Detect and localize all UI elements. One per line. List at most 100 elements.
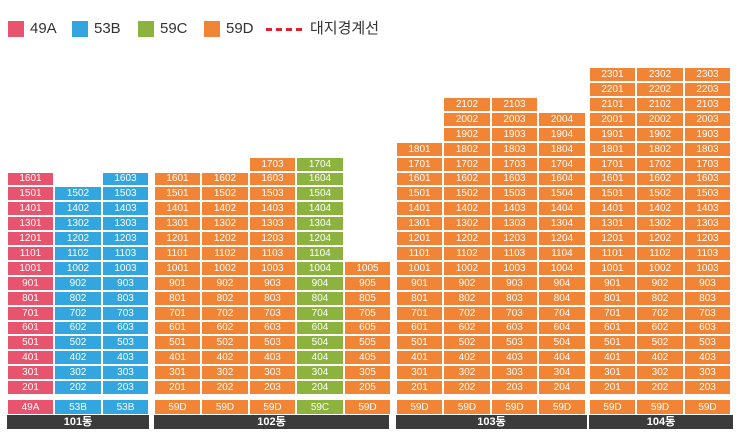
unit-cell: 202 [54,380,102,395]
unit-cell: 502 [54,335,102,350]
unit-cell: 1002 [201,261,249,276]
unit-cell: 503 [684,335,731,350]
unit-cell: 602 [54,321,102,335]
unit-cell: 1501 [7,186,54,201]
unit-cell: 901 [396,276,443,291]
unit-cell: 602 [201,321,249,335]
unit-cell: 605 [344,321,391,335]
unit-cell: 702 [54,306,102,321]
unit-cell: 2103 [684,97,731,112]
unit-cell: 2201 [589,82,636,97]
unit-cell: 1403 [102,201,149,216]
unit-cell: 1103 [102,246,149,261]
unit-type-cell: 59D [344,399,391,415]
unit-cell: 2301 [589,67,636,82]
legend-label-53b: 53B [94,20,121,37]
unit-cell: 1303 [684,216,731,231]
unit-cell: 803 [491,291,538,306]
unit-cell: 1203 [249,231,296,246]
unit-cell: 601 [154,321,201,335]
unit-cell: 1203 [491,231,538,246]
unit-cell: 204 [296,380,344,395]
unit-cell: 2103 [491,97,538,112]
unit-cell: 1101 [7,246,54,261]
unit-cell: 404 [296,350,344,365]
unit-cell: 204 [538,380,586,395]
unit-cell: 1904 [538,127,586,142]
unit-cell: 904 [538,276,586,291]
unit-cell: 701 [7,306,54,321]
unit-cell: 205 [344,380,391,395]
unit-cell: 501 [154,335,201,350]
unit-cell: 905 [344,276,391,291]
unit-cell: 702 [201,306,249,321]
unit-cell: 1302 [443,216,491,231]
unit-cell: 403 [102,350,149,365]
unit-cell: 1201 [7,231,54,246]
unit-cell: 402 [636,350,684,365]
unit-cell: 1504 [538,186,586,201]
unit-cell: 1401 [7,201,54,216]
unit-cell: 1801 [396,142,443,157]
unit-cell: 301 [396,365,443,380]
unit-cell: 203 [249,380,296,395]
unit-cell: 1004 [296,261,344,276]
unit-cell: 1102 [636,246,684,261]
unit-type-cell: 59D [684,399,731,415]
unit-cell: 703 [491,306,538,321]
legend-swatch-59c [138,21,154,37]
unit-type-cell: 59D [396,399,443,415]
unit-cell: 1201 [589,231,636,246]
unit-cell: 1301 [396,216,443,231]
unit-cell: 401 [7,350,54,365]
unit-cell: 2001 [589,112,636,127]
unit-cell: 1804 [538,142,586,157]
unit-cell: 1901 [589,127,636,142]
building-label: 103동 [396,415,587,429]
unit-cell: 403 [249,350,296,365]
unit-cell: 1701 [396,157,443,172]
unit-type-cell: 59D [201,399,249,415]
legend-label-49a: 49A [30,20,57,37]
unit-cell: 2003 [491,112,538,127]
unit-cell: 2102 [443,97,491,112]
unit-cell: 1001 [589,261,636,276]
unit-cell: 1502 [443,186,491,201]
unit-cell: 1703 [491,157,538,172]
unit-cell: 604 [296,321,344,335]
unit-cell: 501 [7,335,54,350]
unit-cell: 1501 [589,186,636,201]
unit-cell: 1803 [684,142,731,157]
unit-cell: 203 [491,380,538,395]
unit-cell: 1801 [589,142,636,157]
unit-cell: 603 [249,321,296,335]
unit-cell: 1602 [201,172,249,186]
unit-type-cell: 59D [249,399,296,415]
unit-cell: 1203 [102,231,149,246]
unit-cell: 402 [54,350,102,365]
unit-cell: 703 [249,306,296,321]
unit-cell: 1002 [636,261,684,276]
unit-cell: 1004 [538,261,586,276]
unit-cell: 1401 [396,201,443,216]
unit-cell: 802 [636,291,684,306]
unit-cell: 503 [102,335,149,350]
unit-cell: 1604 [296,172,344,186]
unit-cell: 803 [684,291,731,306]
unit-cell: 1601 [396,172,443,186]
unit-cell: 1503 [684,186,731,201]
unit-cell: 1603 [102,172,149,186]
unit-cell: 202 [636,380,684,395]
unit-cell: 304 [296,365,344,380]
unit-cell: 1203 [684,231,731,246]
unit-cell: 1204 [538,231,586,246]
unit-cell: 1704 [296,157,344,172]
unit-cell: 1303 [102,216,149,231]
unit-cell: 1502 [636,186,684,201]
legend-swatch-53b [72,21,88,37]
unit-cell: 1501 [396,186,443,201]
unit-cell: 802 [201,291,249,306]
unit-cell: 2203 [684,82,731,97]
unit-cell: 1301 [154,216,201,231]
unit-cell: 1001 [7,261,54,276]
